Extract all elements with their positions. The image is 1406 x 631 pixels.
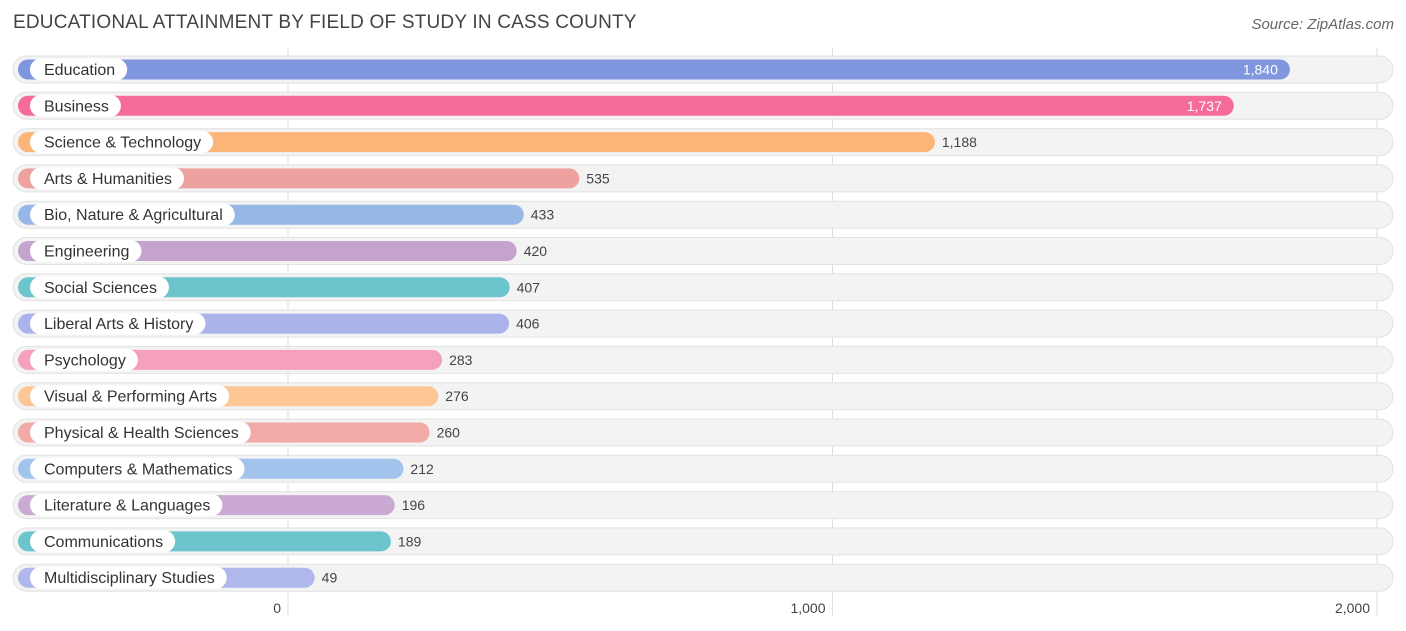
category-pill (30, 421, 251, 444)
bar-2 (18, 132, 935, 153)
value-label: 212 (410, 461, 434, 477)
bar-row: Engineering 420 (12, 237, 1394, 265)
category-pill (30, 167, 185, 190)
category-pill (30, 312, 206, 335)
bar-row: Literature & Languages 196 (12, 491, 1394, 520)
bar-row: Education 1,840 (12, 55, 1394, 84)
category-pill (30, 457, 245, 480)
category-pill (30, 94, 121, 117)
bar-5 (18, 241, 517, 261)
source-note: Source: ZipAtlas.com (1251, 16, 1394, 33)
value-label: 189 (398, 533, 422, 549)
category-pill (30, 348, 138, 371)
chart-title: EDUCATIONAL ATTAINMENT BY FIELD OF STUDY… (13, 12, 637, 33)
category-pill (30, 131, 214, 154)
value-label: 196 (402, 497, 426, 513)
x-tick-label: 2,000 (1335, 600, 1370, 616)
bar-row: Communications 189 (12, 527, 1394, 556)
category-pill (30, 240, 142, 262)
category-label: Engineering (44, 244, 129, 261)
category-label: Education (44, 62, 115, 79)
category-label: Multidisciplinary Studies (44, 570, 215, 587)
value-label: 433 (531, 207, 555, 223)
value-label: 407 (517, 279, 541, 295)
x-tick-label: 0 (273, 600, 281, 616)
bar-0 (18, 59, 1290, 80)
bar-row: Visual & Performing Arts 276 (12, 382, 1394, 411)
category-label: Literature & Languages (44, 498, 210, 515)
category-label: Liberal Arts & History (44, 316, 193, 333)
category-label: Visual & Performing Arts (44, 389, 217, 406)
bar-row: Multidisciplinary Studies 49 (12, 563, 1394, 592)
bar-row: Liberal Arts & History 406 (12, 309, 1394, 338)
value-label: 1,188 (942, 134, 977, 150)
value-label: 535 (586, 170, 610, 186)
value-label: 260 (437, 425, 461, 441)
bar-row: Arts & Humanities 535 (12, 164, 1394, 193)
value-label: 1,737 (1187, 98, 1222, 114)
category-pill (30, 566, 227, 589)
bar-row: Business 1,737 (12, 91, 1394, 120)
bar-row: Bio, Nature & Agricultural 433 (12, 200, 1394, 229)
bar-row: Physical & Health Sciences 260 (12, 418, 1394, 447)
bar-rows: Education 1,840 Business 1,737 Science & Tec… (12, 55, 1394, 592)
x-tick-label: 1,000 (790, 600, 825, 616)
category-label: Arts & Humanities (44, 171, 172, 188)
category-pill (30, 385, 230, 408)
category-pill (30, 530, 176, 553)
value-label: 49 (322, 570, 338, 586)
value-label: 1,840 (1243, 62, 1278, 78)
category-label: Communications (44, 534, 163, 551)
value-label: 283 (449, 352, 473, 368)
bar-row: Social Sciences 407 (12, 273, 1394, 302)
value-label: 276 (445, 388, 469, 404)
category-label: Physical & Health Sciences (44, 425, 239, 442)
category-label: Computers & Mathematics (44, 461, 233, 478)
bar-1 (18, 95, 1234, 116)
category-label: Psychology (44, 352, 126, 369)
bar-row: Computers & Mathematics 212 (12, 454, 1394, 483)
category-pill (30, 58, 128, 81)
category-label: Social Sciences (44, 280, 157, 297)
category-label: Bio, Nature & Agricultural (44, 207, 223, 224)
category-pill (30, 276, 169, 299)
category-pill (30, 494, 223, 517)
category-pill (30, 203, 235, 226)
bar-row: Science & Technology 1,188 (12, 128, 1394, 157)
category-label: Business (44, 98, 109, 115)
bar-row: Psychology 283 (12, 345, 1394, 374)
value-label: 420 (524, 243, 548, 259)
x-axis-ticks: 0 1,000 2,000 (273, 600, 1370, 616)
value-label: 406 (516, 316, 540, 332)
category-label: Science & Technology (44, 135, 201, 152)
bar-track (12, 563, 1394, 592)
